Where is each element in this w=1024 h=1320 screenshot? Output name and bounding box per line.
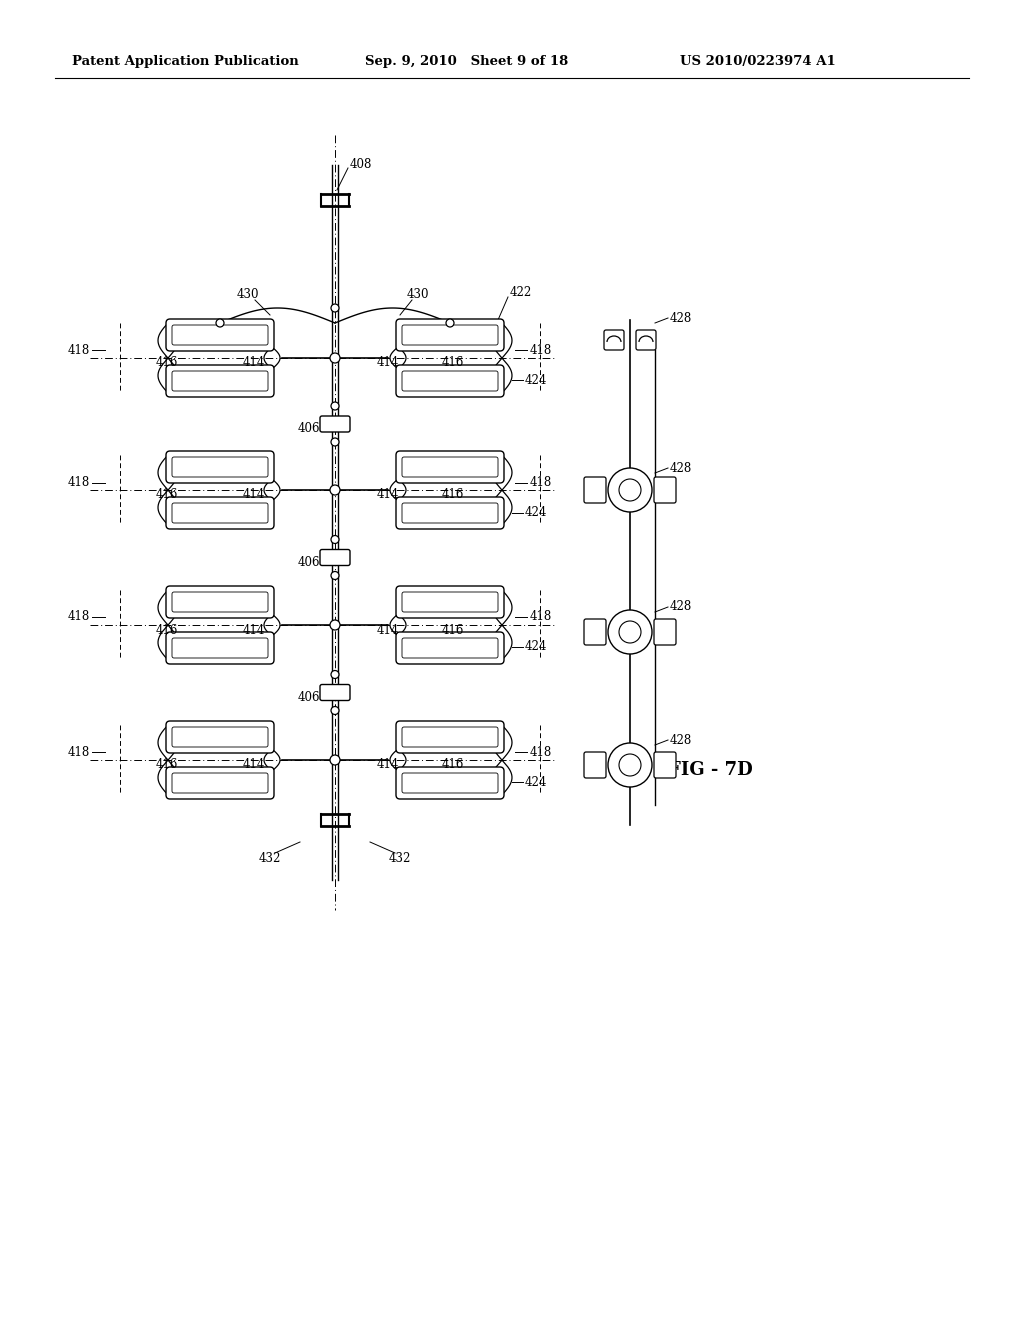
- Text: Sep. 9, 2010   Sheet 9 of 18: Sep. 9, 2010 Sheet 9 of 18: [365, 55, 568, 69]
- Text: 416: 416: [156, 488, 178, 502]
- Text: 418: 418: [530, 746, 552, 759]
- FancyBboxPatch shape: [396, 586, 504, 618]
- Circle shape: [330, 620, 340, 630]
- Circle shape: [330, 484, 340, 495]
- Circle shape: [331, 403, 339, 411]
- Circle shape: [331, 671, 339, 678]
- Circle shape: [331, 304, 339, 312]
- Circle shape: [330, 755, 340, 766]
- Text: 418: 418: [68, 746, 90, 759]
- FancyBboxPatch shape: [654, 619, 676, 645]
- FancyBboxPatch shape: [636, 330, 656, 350]
- Circle shape: [618, 754, 641, 776]
- Text: 414: 414: [377, 759, 399, 771]
- FancyBboxPatch shape: [396, 451, 504, 483]
- Text: 432: 432: [389, 851, 412, 865]
- FancyBboxPatch shape: [396, 632, 504, 664]
- Text: 416: 416: [441, 488, 464, 502]
- Text: 418: 418: [68, 477, 90, 490]
- Text: 416: 416: [441, 356, 464, 370]
- Text: 414: 414: [377, 623, 399, 636]
- Text: 406: 406: [298, 422, 319, 436]
- FancyBboxPatch shape: [166, 586, 274, 618]
- Circle shape: [618, 620, 641, 643]
- Text: 428: 428: [670, 312, 692, 325]
- Text: 424: 424: [525, 776, 548, 788]
- Text: 430: 430: [237, 289, 259, 301]
- Text: 414: 414: [377, 488, 399, 502]
- Text: 416: 416: [441, 759, 464, 771]
- FancyBboxPatch shape: [319, 416, 350, 432]
- Text: 416: 416: [441, 623, 464, 636]
- Text: 414: 414: [377, 356, 399, 370]
- Text: 428: 428: [670, 462, 692, 474]
- FancyBboxPatch shape: [396, 721, 504, 752]
- FancyBboxPatch shape: [654, 477, 676, 503]
- Circle shape: [608, 469, 652, 512]
- FancyBboxPatch shape: [166, 632, 274, 664]
- Text: 414: 414: [243, 623, 265, 636]
- Circle shape: [330, 352, 340, 363]
- Text: 424: 424: [525, 374, 548, 387]
- FancyBboxPatch shape: [319, 685, 350, 701]
- FancyBboxPatch shape: [584, 477, 606, 503]
- FancyBboxPatch shape: [396, 319, 504, 351]
- FancyBboxPatch shape: [604, 330, 624, 350]
- Text: US 2010/0223974 A1: US 2010/0223974 A1: [680, 55, 836, 69]
- Text: 422: 422: [510, 285, 532, 298]
- Circle shape: [331, 438, 339, 446]
- Text: 416: 416: [156, 759, 178, 771]
- FancyBboxPatch shape: [396, 366, 504, 397]
- FancyBboxPatch shape: [166, 319, 274, 351]
- Text: 414: 414: [243, 356, 265, 370]
- FancyBboxPatch shape: [584, 619, 606, 645]
- FancyBboxPatch shape: [584, 752, 606, 777]
- Circle shape: [331, 706, 339, 714]
- Circle shape: [618, 479, 641, 502]
- Text: 428: 428: [670, 734, 692, 747]
- Text: 428: 428: [670, 601, 692, 614]
- Text: FIG - 7D: FIG - 7D: [668, 762, 753, 779]
- Text: 418: 418: [530, 477, 552, 490]
- FancyBboxPatch shape: [166, 767, 274, 799]
- Circle shape: [216, 319, 224, 327]
- Circle shape: [331, 536, 339, 544]
- Text: 424: 424: [525, 507, 548, 520]
- FancyBboxPatch shape: [166, 498, 274, 529]
- FancyBboxPatch shape: [166, 451, 274, 483]
- Text: 406: 406: [298, 690, 319, 704]
- Text: 416: 416: [156, 356, 178, 370]
- FancyBboxPatch shape: [396, 767, 504, 799]
- Text: 414: 414: [243, 488, 265, 502]
- Text: Patent Application Publication: Patent Application Publication: [72, 55, 299, 69]
- Text: 424: 424: [525, 640, 548, 653]
- Text: 406: 406: [298, 556, 319, 569]
- FancyBboxPatch shape: [166, 721, 274, 752]
- FancyBboxPatch shape: [319, 549, 350, 565]
- Circle shape: [608, 743, 652, 787]
- FancyBboxPatch shape: [166, 366, 274, 397]
- FancyBboxPatch shape: [396, 498, 504, 529]
- Text: 414: 414: [243, 759, 265, 771]
- Text: 430: 430: [407, 289, 429, 301]
- Text: 418: 418: [530, 343, 552, 356]
- Circle shape: [608, 610, 652, 653]
- Text: 418: 418: [68, 343, 90, 356]
- Text: 418: 418: [530, 610, 552, 623]
- FancyBboxPatch shape: [654, 752, 676, 777]
- Circle shape: [331, 572, 339, 579]
- Text: 418: 418: [68, 610, 90, 623]
- Text: 432: 432: [259, 851, 282, 865]
- Circle shape: [446, 319, 454, 327]
- Text: 408: 408: [350, 158, 373, 172]
- Text: 416: 416: [156, 623, 178, 636]
